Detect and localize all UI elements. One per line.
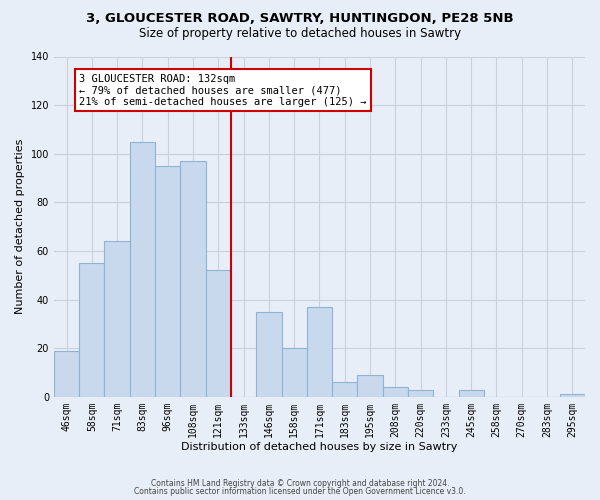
Bar: [181, 161, 206, 397]
Y-axis label: Number of detached properties: Number of detached properties: [15, 139, 25, 314]
Bar: [130, 142, 155, 397]
Bar: [358, 375, 383, 397]
Bar: [408, 390, 433, 397]
Bar: [281, 348, 307, 397]
Bar: [458, 390, 484, 397]
Bar: [383, 387, 408, 397]
Bar: [256, 312, 281, 397]
X-axis label: Distribution of detached houses by size in Sawtry: Distribution of detached houses by size …: [181, 442, 458, 452]
Bar: [307, 307, 332, 397]
Bar: [79, 263, 104, 397]
Bar: [155, 166, 181, 397]
Bar: [332, 382, 358, 397]
Text: Size of property relative to detached houses in Sawtry: Size of property relative to detached ho…: [139, 28, 461, 40]
Text: 3, GLOUCESTER ROAD, SAWTRY, HUNTINGDON, PE28 5NB: 3, GLOUCESTER ROAD, SAWTRY, HUNTINGDON, …: [86, 12, 514, 26]
Bar: [54, 350, 79, 397]
Bar: [206, 270, 231, 397]
Text: Contains public sector information licensed under the Open Government Licence v3: Contains public sector information licen…: [134, 487, 466, 496]
Text: Contains HM Land Registry data © Crown copyright and database right 2024.: Contains HM Land Registry data © Crown c…: [151, 478, 449, 488]
Bar: [104, 242, 130, 397]
Text: 3 GLOUCESTER ROAD: 132sqm
← 79% of detached houses are smaller (477)
21% of semi: 3 GLOUCESTER ROAD: 132sqm ← 79% of detac…: [79, 74, 367, 106]
Bar: [560, 394, 585, 397]
